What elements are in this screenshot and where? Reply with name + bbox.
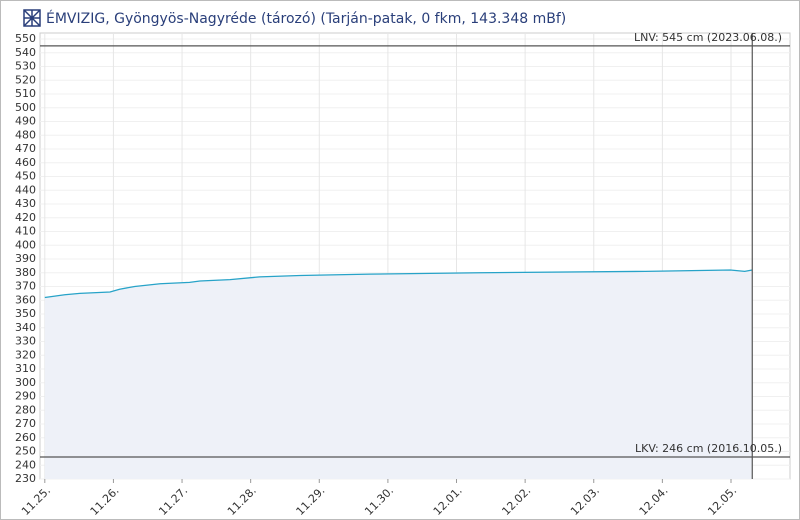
y-tick-label: 460 [15,156,36,169]
y-tick-label: 340 [15,321,36,334]
y-tick-label: 420 [15,211,36,224]
y-tick-label: 470 [15,142,36,155]
threshold-label: LKV: 246 cm (2016.10.05.) [635,442,782,455]
y-tick-label: 500 [15,101,36,114]
y-tick-label: 520 [15,73,36,86]
y-tick-label: 370 [15,280,36,293]
y-tick-label: 280 [15,403,36,416]
y-tick-label: 380 [15,266,36,279]
line [44,269,753,299]
y-tick-label: 270 [15,417,36,430]
threshold-label: LNV: 545 cm (2023.06.08.) [634,31,782,44]
y-tick-label: 480 [15,128,36,141]
y-tick-label: 320 [15,348,36,361]
y-tick-label: 330 [15,335,36,348]
y-tick-label: 300 [15,376,36,389]
y-tick-label: 550 [15,32,36,45]
y-tick-label: 530 [15,60,36,73]
y-tick-label: 400 [15,238,36,251]
y-tick-label: 230 [15,472,36,485]
y-tick-label: 440 [15,183,36,196]
y-tick-label: 540 [15,46,36,59]
y-tick-label: 250 [15,445,36,458]
y-tick-label: 240 [15,458,36,471]
y-tick-label: 430 [15,197,36,210]
y-tick-label: 260 [15,431,36,444]
y-tick-label: 360 [15,293,36,306]
y-tick-label: 410 [15,225,36,238]
chart-title: ÉMVIZIG, Gyöngyös-Nagyréde (tározó) (Tar… [46,10,566,27]
y-tick-label: 310 [15,362,36,375]
logo [23,9,41,27]
area-fill [44,270,753,479]
y-tick-label: 450 [15,170,36,183]
y-tick-label: 510 [15,87,36,100]
y-tick-label: 490 [15,115,36,128]
y-tick-label: 390 [15,252,36,265]
y-tick-label: 350 [15,307,36,320]
y-tick-label: 290 [15,390,36,403]
